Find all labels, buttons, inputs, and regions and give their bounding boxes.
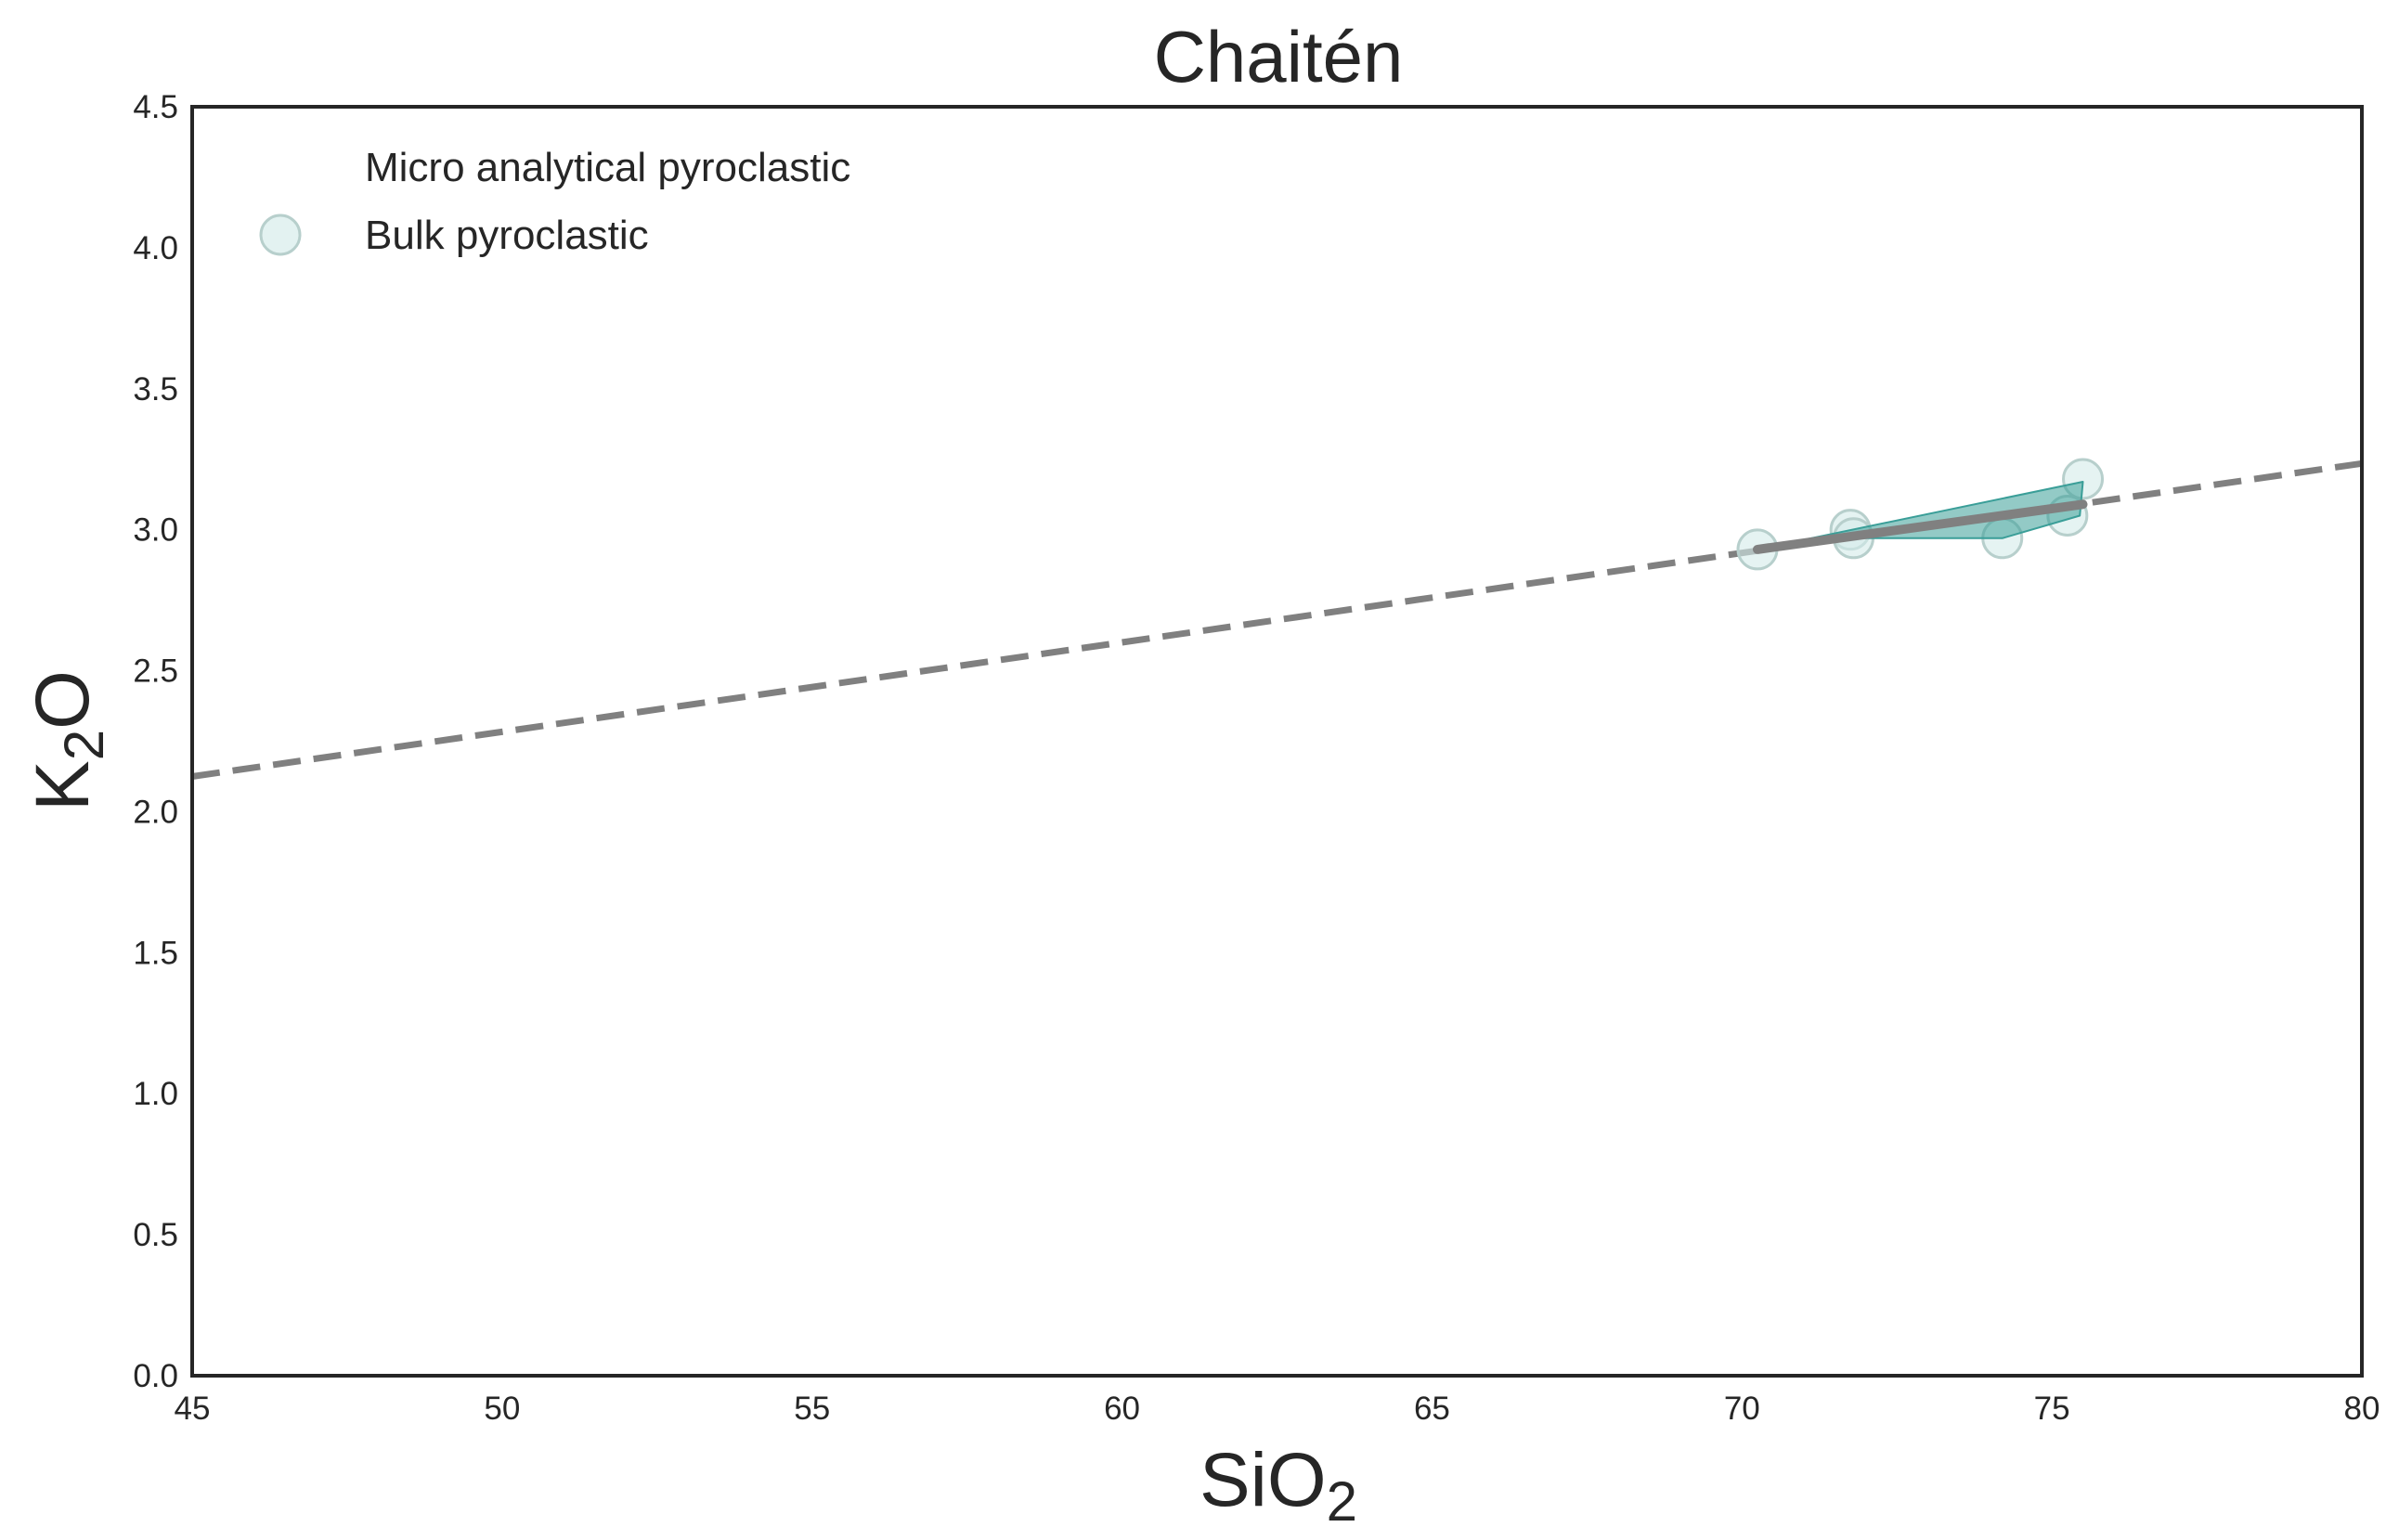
data-layer [191, 458, 2363, 780]
x-axis-label-main: SiO [1200, 1438, 1327, 1522]
x-axis-label-subscript: 2 [1327, 1470, 1357, 1533]
y-tick-label: 1.5 [133, 935, 178, 971]
solid-trend-line [1753, 499, 2088, 554]
y-axis-label-subscript: 2 [53, 730, 115, 760]
legend-marker-bulk [259, 214, 302, 256]
y-tick-label: 2.0 [133, 794, 178, 830]
y-tick-label: 2.5 [133, 654, 178, 690]
x-tick-label: 45 [175, 1391, 211, 1427]
x-tick-label: 70 [1724, 1391, 1760, 1427]
x-tick-label: 65 [1414, 1391, 1450, 1427]
x-tick-label: 50 [484, 1391, 520, 1427]
x-tick-label: 80 [2344, 1391, 2380, 1427]
y-tick-label: 4.5 [133, 89, 178, 125]
chart-title: Chaitén [1154, 16, 1404, 97]
plot-frame [190, 105, 2364, 1378]
y-tick-label: 4.0 [133, 230, 178, 266]
y-tick-label: 0.0 [133, 1358, 178, 1394]
x-tick-labels: 45 50 55 60 65 70 75 80 [175, 1391, 2380, 1427]
y-tick-label: 1.0 [133, 1076, 178, 1112]
x-tick-label: 75 [2034, 1391, 2070, 1427]
y-tick-labels: 0.0 0.5 1.0 1.5 2.0 2.5 3.0 3.5 4.0 4.5 [133, 89, 178, 1394]
x-axis-label: SiO2 [1200, 1438, 1357, 1533]
y-tick-label: 3.0 [133, 512, 178, 549]
legend-label-bulk: Bulk pyroclastic [365, 213, 649, 258]
x-tick-label: 55 [794, 1391, 830, 1427]
legend-label-micro: Micro analytical pyroclastic [365, 145, 850, 190]
x-tick-label: 60 [1104, 1391, 1140, 1427]
y-tick-label: 0.5 [133, 1217, 178, 1253]
y-tick-label: 3.5 [133, 371, 178, 408]
legend: Micro analytical pyroclastic Bulk pyrocl… [259, 145, 850, 258]
y-axis-label: K2O [20, 670, 115, 811]
y-axis-label-main: K [20, 760, 105, 811]
plot-area [192, 107, 2362, 1376]
y-axis-label-tail: O [20, 670, 105, 730]
